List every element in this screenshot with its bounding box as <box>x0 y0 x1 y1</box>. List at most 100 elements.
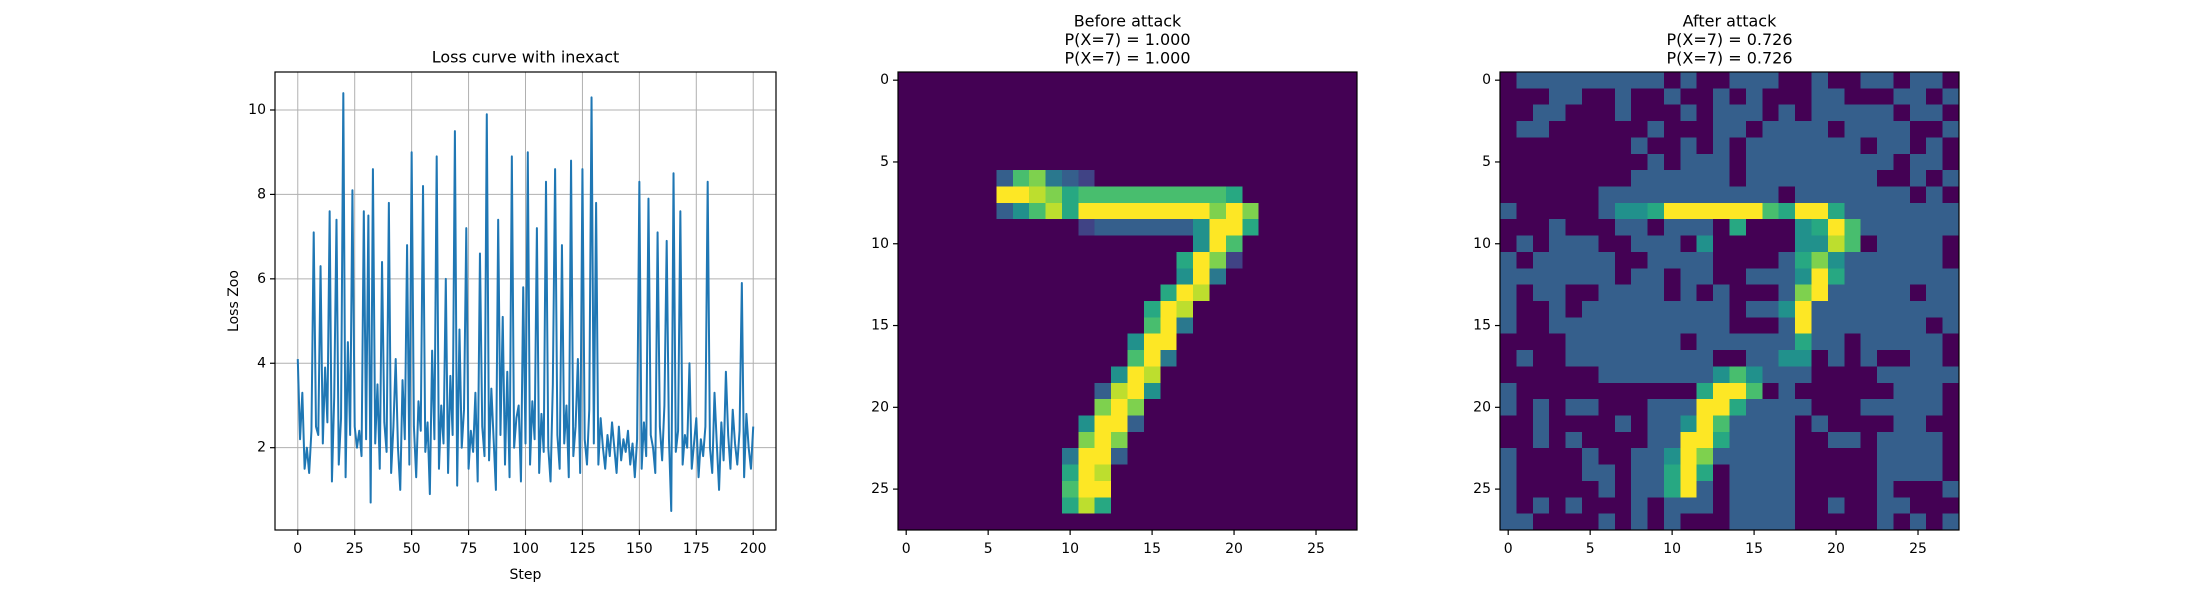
pixel-cell <box>1713 88 1730 106</box>
pixel-cell <box>1094 350 1112 367</box>
pixel-cell <box>979 448 997 466</box>
pixel-cell <box>1581 268 1599 286</box>
pixel-cell <box>930 202 948 220</box>
pixel-cell <box>1324 415 1342 433</box>
pixel-cell <box>1078 431 1096 449</box>
pixel-cell <box>1827 382 1845 400</box>
pixel-cell <box>979 366 997 384</box>
pixel-cell <box>1532 202 1550 220</box>
pixel-cell <box>898 235 915 253</box>
pixel-cell <box>1532 333 1550 351</box>
pixel-cell <box>1029 448 1047 466</box>
pixel-cell <box>1500 72 1517 89</box>
pixel-cell <box>1225 170 1243 187</box>
pixel-cell <box>1778 317 1796 335</box>
pixel-cell <box>1516 235 1534 253</box>
pixel-cell <box>1111 219 1128 237</box>
pixel-cell <box>1827 104 1845 122</box>
pixel-cell <box>1745 350 1763 367</box>
pixel-cell <box>1242 104 1260 122</box>
pixel-cell <box>1762 513 1780 531</box>
pixel-cell <box>963 448 981 466</box>
pixel-cell <box>1258 464 1276 482</box>
pixel-cell <box>1291 170 1309 187</box>
pixel-cell <box>1275 513 1292 531</box>
pixel-cell <box>1893 251 1911 269</box>
pixel-cell <box>1795 333 1812 351</box>
pixel-cell <box>1926 137 1944 155</box>
pixel-cell <box>1258 497 1276 515</box>
pixel-cell <box>1340 104 1358 122</box>
pixel-cell <box>1598 251 1616 269</box>
pixel-cell <box>947 366 965 384</box>
pixel-cell <box>1614 382 1632 400</box>
pixel-cell <box>1762 235 1780 253</box>
pixel-cell <box>1209 251 1227 269</box>
pixel-cell <box>1745 251 1763 269</box>
pixel-cell <box>898 170 915 187</box>
pixel-cell <box>1176 431 1194 449</box>
pixel-cell <box>1877 121 1894 138</box>
pixel-cell <box>1745 431 1763 449</box>
pixel-cell <box>1581 170 1599 187</box>
pixel-cell <box>1340 333 1358 351</box>
pixel-cell <box>1029 121 1047 138</box>
pixel-cell <box>1663 350 1681 367</box>
pixel-cell <box>1680 317 1698 335</box>
pixel-cell <box>1565 170 1583 187</box>
pixel-cell <box>1729 513 1747 531</box>
pixel-cell <box>1696 497 1714 515</box>
pixel-cell <box>930 251 948 269</box>
pixel-cell <box>1111 301 1128 318</box>
pixel-cell <box>1291 464 1309 482</box>
pixel-cell <box>898 104 915 122</box>
pixel-cell <box>1143 153 1161 171</box>
pixel-cell <box>1143 202 1161 220</box>
pixel-cell <box>1225 153 1243 171</box>
pixel-cell <box>1745 186 1763 204</box>
pixel-cell <box>947 186 965 204</box>
pixel-cell <box>1549 431 1567 449</box>
pixel-cell <box>1713 399 1730 416</box>
pixel-cell <box>930 219 948 237</box>
pixel-cell <box>1778 104 1796 122</box>
pixel-cell <box>1795 497 1812 515</box>
pixel-cell <box>1516 251 1534 269</box>
pixel-cell <box>1795 448 1812 466</box>
pixel-cell <box>1729 251 1747 269</box>
pixel-cell <box>1909 333 1927 351</box>
pixel-cell <box>1532 480 1550 498</box>
pixel-cell <box>1778 186 1796 204</box>
pixel-cell <box>1143 235 1161 253</box>
axes-frame <box>897 71 1358 531</box>
pixel-cell <box>1680 251 1698 269</box>
pixel-cell <box>1647 104 1665 122</box>
pixel-cell <box>1291 448 1309 466</box>
pixel-cell <box>930 121 948 138</box>
pixel-cell <box>1176 219 1194 237</box>
chart-title: P(X=7) = 1.000 <box>1064 49 1190 68</box>
pixel-cell <box>1225 137 1243 155</box>
pixel-cell <box>1811 382 1829 400</box>
pixel-cell <box>1176 170 1194 187</box>
pixel-cell <box>1045 72 1063 89</box>
pixel-cell <box>1258 448 1276 466</box>
pixel-cell <box>1242 202 1260 220</box>
pixel-cell <box>979 251 997 269</box>
pixel-cell <box>1094 268 1112 286</box>
pixel-cell <box>1340 88 1358 106</box>
pixel-cell <box>1143 186 1161 204</box>
pixel-cell <box>1762 202 1780 220</box>
pixel-cell <box>1827 333 1845 351</box>
pixel-cell <box>996 88 1014 106</box>
pixel-cell <box>1324 497 1342 515</box>
pixel-cell <box>1778 219 1796 237</box>
pixel-cell <box>1291 88 1309 106</box>
pixel-cell <box>1893 153 1911 171</box>
pixel-cell <box>1176 235 1194 253</box>
pixel-cell <box>947 137 965 155</box>
pixel-cell <box>1811 350 1829 367</box>
pixel-cell <box>1143 333 1161 351</box>
pixel-cell <box>1160 464 1178 482</box>
pixel-cell <box>1532 284 1550 302</box>
